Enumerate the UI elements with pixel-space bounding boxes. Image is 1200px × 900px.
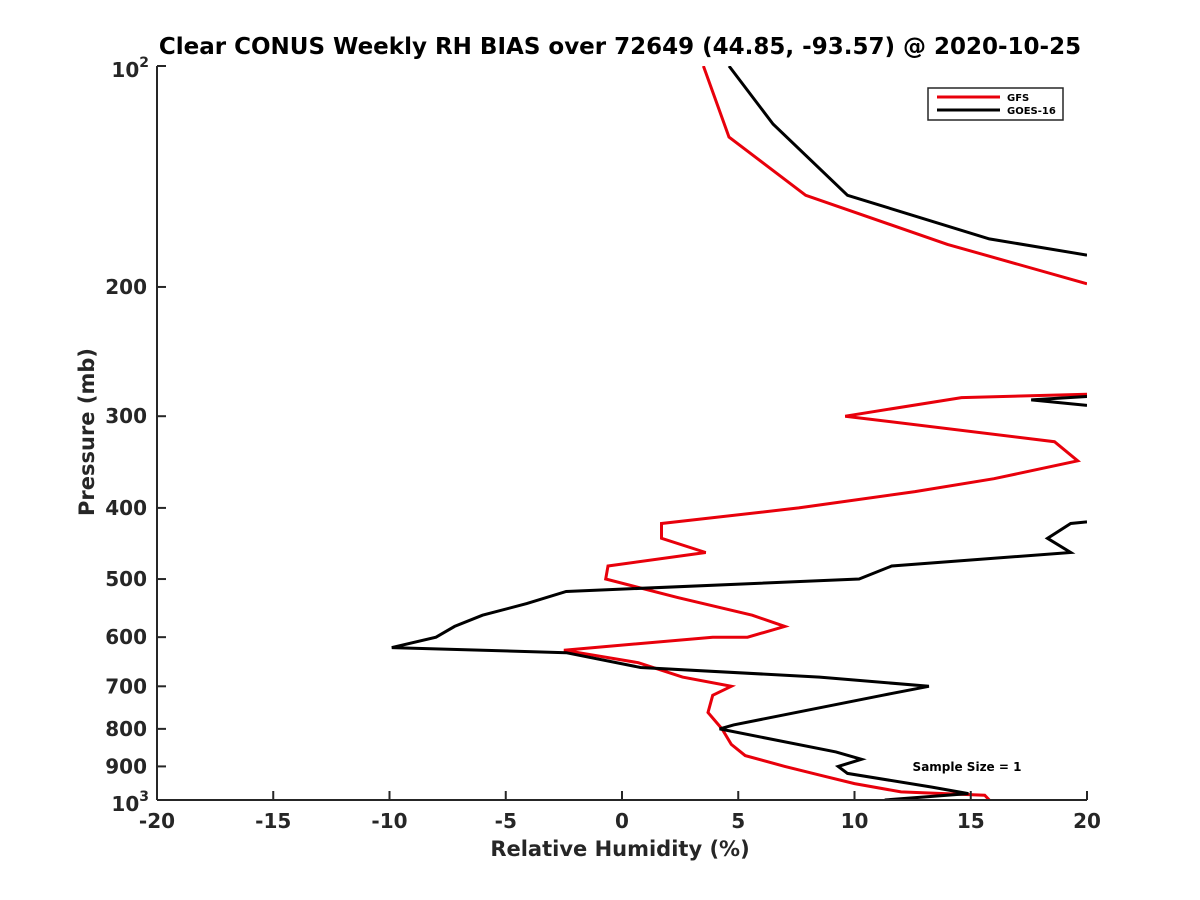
x-tick-label: 15 [957, 809, 985, 833]
x-tick-label: 5 [731, 809, 745, 833]
series-line-gfs-1 [563, 392, 1087, 800]
series-lines [391, 66, 1087, 800]
x-tick-label: -10 [371, 809, 407, 833]
legend-label: GOES-16 [1007, 106, 1056, 117]
sample-size-annotation: Sample Size = 1 [913, 760, 1022, 774]
y-tick-label: 500 [105, 567, 147, 591]
y-tick-label: 300 [105, 404, 147, 428]
y-tick-label: 700 [105, 674, 147, 698]
series-line-gfs-0 [701, 66, 1087, 286]
x-tick-label: -15 [255, 809, 291, 833]
series-line-goes-16-2 [391, 520, 1087, 800]
x-tick-label: -20 [139, 809, 175, 833]
axes [156, 66, 1087, 801]
y-tick-label: 103 [111, 789, 149, 816]
y-tick-label: 800 [105, 717, 147, 741]
y-tick-label: 400 [105, 496, 147, 520]
y-tick-label: 600 [105, 625, 147, 649]
x-tick-label: 10 [841, 809, 869, 833]
y-axis-ticks: 102 200 300 400 500 600 700 800 900 103 [105, 55, 166, 816]
x-tick-label: 0 [615, 809, 629, 833]
series-line-goes-16-0 [727, 66, 1087, 257]
y-axis-label: Pressure (mb) [75, 348, 99, 516]
x-tick-label: 20 [1073, 809, 1101, 833]
legend: GFS GOES-16 [927, 87, 1064, 121]
x-tick-label: -5 [495, 809, 517, 833]
legend-box [927, 87, 1064, 121]
chart-title: Clear CONUS Weekly RH BIAS over 72649 (4… [159, 34, 1081, 60]
series-line-goes-16-1 [1031, 395, 1087, 407]
y-tick-label: 102 [111, 55, 149, 82]
y-tick-label: 900 [105, 754, 147, 778]
legend-label: GFS [1007, 93, 1029, 104]
x-axis-ticks: -20 -15 -10 -5 0 5 10 15 20 [139, 791, 1101, 833]
x-axis-label: Relative Humidity (%) [490, 837, 749, 861]
y-tick-label: 200 [105, 275, 147, 299]
